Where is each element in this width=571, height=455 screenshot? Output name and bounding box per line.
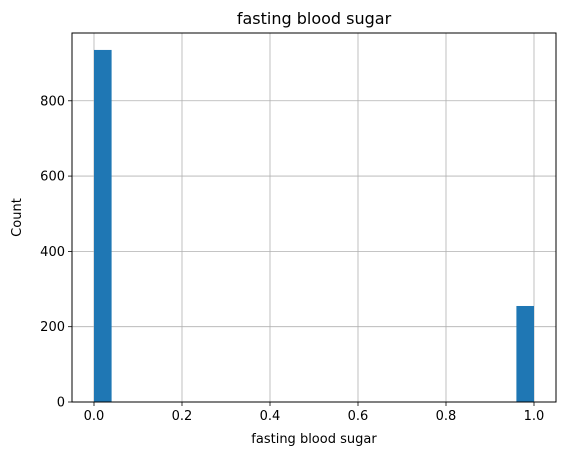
x-tick-label: 0.6 — [348, 409, 369, 424]
x-tick-label: 1.0 — [524, 409, 545, 424]
x-tick-label: 0.8 — [436, 409, 457, 424]
y-tick-label: 400 — [40, 245, 65, 260]
plot-frame — [71, 32, 557, 403]
y-axis-title: Count — [10, 198, 25, 237]
chart-title: fasting blood sugar — [237, 9, 392, 28]
x-axis-ticks: 0.0 0.2 0.4 0.6 0.8 1.0 — [84, 402, 545, 424]
y-tick-label: 200 — [40, 320, 65, 335]
y-tick-label: 800 — [40, 94, 65, 109]
histogram-bar — [94, 49, 112, 402]
y-tick-label: 0 — [57, 396, 65, 411]
histogram-bar — [516, 305, 534, 402]
y-tick-label: 600 — [40, 170, 65, 185]
x-axis-title: fasting blood sugar — [251, 432, 377, 447]
x-tick-label: 0.4 — [260, 409, 281, 424]
x-tick-label: 0.2 — [172, 409, 193, 424]
bars — [94, 49, 534, 402]
y-axis-ticks: 0 200 400 600 800 — [40, 94, 72, 411]
x-tick-label: 0.0 — [84, 409, 105, 424]
